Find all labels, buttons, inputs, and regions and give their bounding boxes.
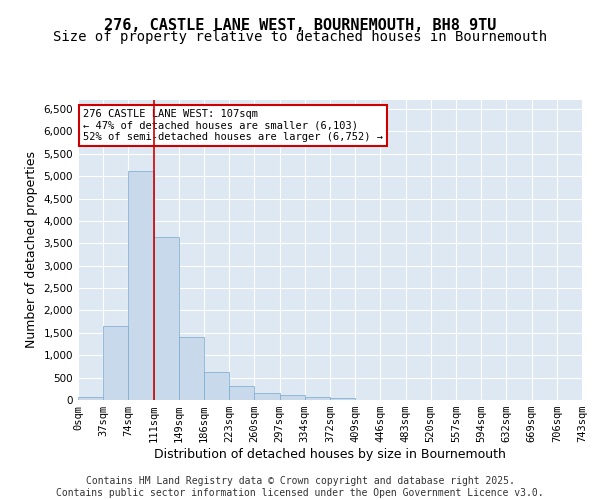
Bar: [128, 170, 154, 400]
Bar: [78, 397, 103, 400]
X-axis label: Distribution of detached houses by size in Bournemouth: Distribution of detached houses by size …: [154, 448, 506, 461]
Bar: [305, 396, 330, 400]
Text: Size of property relative to detached houses in Bournemouth: Size of property relative to detached ho…: [53, 30, 547, 44]
Text: 276, CASTLE LANE WEST, BOURNEMOUTH, BH8 9TU: 276, CASTLE LANE WEST, BOURNEMOUTH, BH8 …: [104, 18, 496, 32]
Bar: [280, 395, 305, 400]
Bar: [154, 237, 179, 400]
Bar: [254, 393, 280, 400]
Bar: [179, 337, 204, 400]
Bar: [330, 398, 355, 400]
Text: Contains HM Land Registry data © Crown copyright and database right 2025.
Contai: Contains HM Land Registry data © Crown c…: [56, 476, 544, 498]
Text: 276 CASTLE LANE WEST: 107sqm
← 47% of detached houses are smaller (6,103)
52% of: 276 CASTLE LANE WEST: 107sqm ← 47% of de…: [83, 109, 383, 142]
Y-axis label: Number of detached properties: Number of detached properties: [25, 152, 38, 348]
Bar: [103, 326, 128, 400]
Bar: [229, 386, 254, 400]
Bar: [204, 372, 229, 400]
